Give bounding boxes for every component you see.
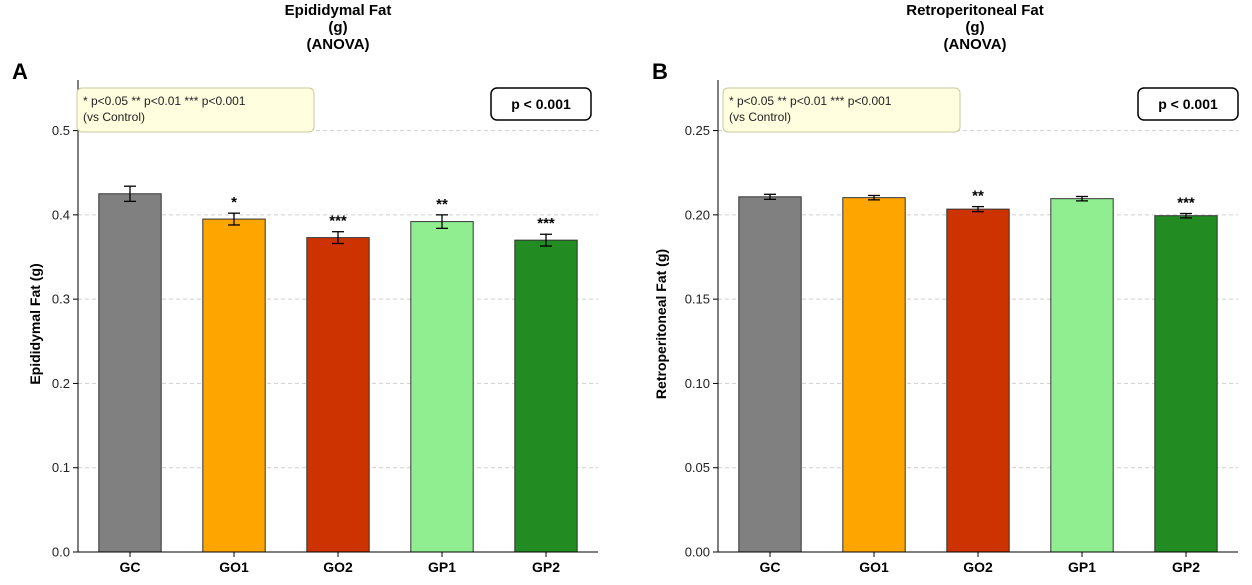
bar-go2 [306,237,370,553]
significance-legend [76,87,315,133]
significance-marker-go2: *** [329,213,347,230]
x-tick-label: GP2 [532,559,560,575]
bar-gp1 [1050,198,1114,553]
p-value-text: p < 0.001 [511,96,571,112]
bar-gc [98,193,162,553]
bar-gp1 [410,221,474,553]
panel-b: Retroperitoneal Fat(g)(ANOVA) B 0.00 0.05 0.… [652,2,1239,575]
y-tick-label: 0.20 [685,207,710,222]
chart-title-line-2: (g) [965,19,984,36]
significance-marker-gp2: *** [1177,195,1195,212]
x-tick-label: GO1 [219,559,249,575]
bar-gp2 [1154,215,1218,553]
bar-gp2 [514,239,578,553]
panel-a: Epididymal Fat(g)(ANOVA) A 0.0 0.1 0.2 0.3 0.4… [12,2,598,575]
x-tick-label: GO2 [963,559,993,575]
significance-marker-gp1: ** [436,196,448,213]
x-tick-label: GO1 [859,559,889,575]
panel-letter: B [652,59,668,84]
p-value-box [1137,87,1239,121]
significance-legend [722,87,961,133]
bar-gc [738,196,802,553]
significance-marker-gp2: *** [537,215,555,232]
y-axis-label: Epididymal Fat (g) [27,263,43,384]
bar-go2 [946,208,1010,553]
y-tick-label: 0.00 [685,545,710,560]
y-tick-label: 0.5 [52,123,70,138]
bar-go1 [842,197,906,553]
x-tick-label: GO2 [323,559,353,575]
p-value-text: p < 0.001 [1158,96,1218,112]
panel-letter: A [12,59,28,84]
x-tick-label: GP1 [428,559,456,575]
p-value-box [490,87,592,121]
y-tick-label: 0.15 [685,292,710,307]
significance-marker-go2: ** [972,188,984,205]
chart-title-line-1: Epididymal Fat [285,2,392,19]
significance-marker-go1: * [231,194,237,211]
legend-line-2: (vs Control) [729,110,791,124]
y-axis-label: Retroperitoneal Fat (g) [653,249,669,399]
x-tick-label: GC [760,559,781,575]
legend-line-1: * p<0.05 ** p<0.01 *** p<0.001 [729,94,892,108]
y-tick-label: 0.0 [52,545,70,560]
y-tick-label: 0.4 [52,207,70,222]
x-tick-label: GP2 [1172,559,1200,575]
legend-line-1: * p<0.05 ** p<0.01 *** p<0.001 [83,94,246,108]
legend-line-2: (vs Control) [83,110,145,124]
chart-title-line-3: (ANOVA) [943,36,1006,53]
bar-go1 [202,218,266,553]
y-tick-label: 0.3 [52,292,70,307]
x-tick-label: GP1 [1068,559,1096,575]
chart-title-line-2: (g) [328,19,347,36]
x-tick-label: GC [120,559,141,575]
y-tick-label: 0.05 [685,460,710,475]
y-tick-label: 0.25 [685,123,710,138]
chart-title-line-3: (ANOVA) [306,36,369,53]
y-tick-label: 0.10 [685,376,710,391]
y-tick-label: 0.2 [52,376,70,391]
chart-title-line-1: Retroperitoneal Fat [906,2,1044,19]
y-tick-label: 0.1 [52,460,70,475]
